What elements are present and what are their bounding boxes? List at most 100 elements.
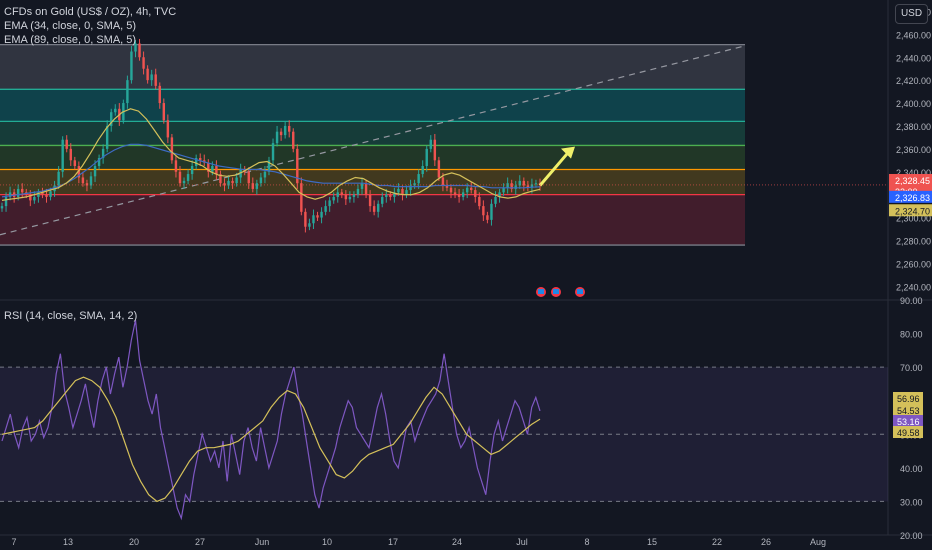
candle-body	[352, 194, 356, 197]
candle-body	[251, 183, 255, 189]
rsi-value-label: 49.58	[897, 428, 920, 438]
candle-body	[316, 215, 319, 218]
candle-body	[45, 194, 48, 197]
fib-zone-5	[0, 194, 745, 246]
candle-body	[186, 174, 190, 181]
candle-body	[150, 74, 153, 81]
time-tick-label: 24	[452, 537, 462, 547]
candle-body	[69, 148, 72, 161]
candle-body	[368, 194, 372, 207]
time-tick-label: Jun	[255, 537, 270, 547]
candle-body	[526, 185, 530, 188]
candle-body	[146, 68, 149, 81]
candle-body	[534, 183, 538, 185]
time-tick-label: Aug	[810, 537, 826, 547]
candle-body	[486, 215, 489, 220]
candle-body	[211, 166, 214, 172]
candle-body	[461, 192, 465, 197]
candle-body	[340, 192, 344, 195]
rsi-ma-line	[1, 376, 541, 503]
candle-body	[97, 158, 101, 167]
time-tick-label: 13	[63, 537, 73, 547]
candle-body	[93, 166, 97, 177]
rsi-legend: RSI (14, close, SMA, 14, 2)	[4, 310, 138, 322]
candle-body	[126, 80, 129, 104]
rsi-tick-label: 70.00	[900, 363, 923, 373]
candle-body	[8, 192, 12, 197]
ema34-legend: EMA (34, close, 0, SMA, 5)	[4, 20, 137, 32]
ema89-legend: EMA (89, close, 0, SMA, 5)	[4, 34, 137, 46]
candle-body	[332, 196, 335, 201]
candle-body	[134, 43, 137, 52]
candle-body	[49, 191, 52, 197]
candle-body	[453, 192, 457, 195]
fib-zone-2	[0, 121, 745, 146]
candle-body	[37, 192, 40, 197]
time-tick-label: Jul	[516, 537, 528, 547]
candle-body	[89, 176, 93, 186]
candle-body	[33, 196, 36, 201]
candle-body	[312, 215, 315, 224]
candle-body	[194, 158, 198, 167]
candle-body	[287, 125, 291, 132]
rsi-tick-label: 20.00	[900, 531, 923, 541]
candle-body	[57, 171, 60, 186]
candle-body	[73, 160, 77, 167]
candle-body	[498, 192, 501, 197]
rsi-value-badge	[893, 426, 923, 438]
candle-body	[207, 162, 210, 172]
fib-zone-0	[0, 44, 745, 90]
candle-body	[308, 223, 311, 227]
candle-body	[114, 108, 117, 113]
candle-body	[61, 139, 64, 172]
currency-button[interactable]: USD	[895, 4, 928, 24]
candle-body	[518, 180, 521, 186]
price-badge	[889, 204, 932, 217]
time-tick-label: 20	[129, 537, 139, 547]
rsi-line	[1, 319, 541, 521]
candle-body	[409, 185, 412, 191]
candle-body	[389, 194, 392, 197]
price-tick-label: 2,260.00	[896, 259, 931, 269]
price-badge-label: 2,328.45	[895, 176, 930, 186]
candle-body	[215, 166, 218, 175]
candle-body	[397, 188, 400, 193]
candle-body	[110, 112, 113, 126]
candle-body	[449, 187, 453, 193]
candle-body	[166, 120, 170, 138]
event-flag-icon-inner	[553, 289, 559, 294]
candle-body	[413, 183, 416, 186]
projection-arrow	[538, 150, 571, 187]
candle-body	[41, 192, 44, 195]
candle-body	[4, 196, 8, 207]
time-tick-label: 22	[712, 537, 722, 547]
candle-body	[320, 211, 323, 218]
candle-body	[255, 183, 259, 189]
candle-body	[138, 43, 141, 58]
candle-body	[219, 174, 222, 184]
candle-body	[198, 158, 202, 161]
price-tick-label: 2,380.00	[896, 122, 931, 132]
rsi-value-label: 54.53	[897, 406, 920, 416]
time-tick-label: 17	[388, 537, 398, 547]
candle-body	[231, 180, 234, 184]
candle-body	[324, 206, 327, 212]
candle-body	[478, 196, 481, 207]
candle-body	[275, 131, 279, 144]
candle-body	[405, 190, 408, 195]
ema34-line	[1, 108, 541, 201]
candle-body	[296, 148, 299, 184]
candle-body	[328, 200, 331, 207]
candle-body	[425, 148, 428, 167]
candle-body	[182, 180, 186, 184]
price-tick-label: 2,240.00	[896, 282, 931, 292]
candle-body	[271, 143, 275, 161]
candle-body	[174, 160, 178, 172]
rsi-value-label: 53.16	[897, 417, 920, 427]
candle-body	[401, 188, 404, 195]
candle-body	[360, 183, 364, 189]
candle-body	[239, 169, 242, 178]
price-tick-label: 2,300.00	[896, 214, 931, 224]
rsi-value-badge	[893, 392, 923, 404]
